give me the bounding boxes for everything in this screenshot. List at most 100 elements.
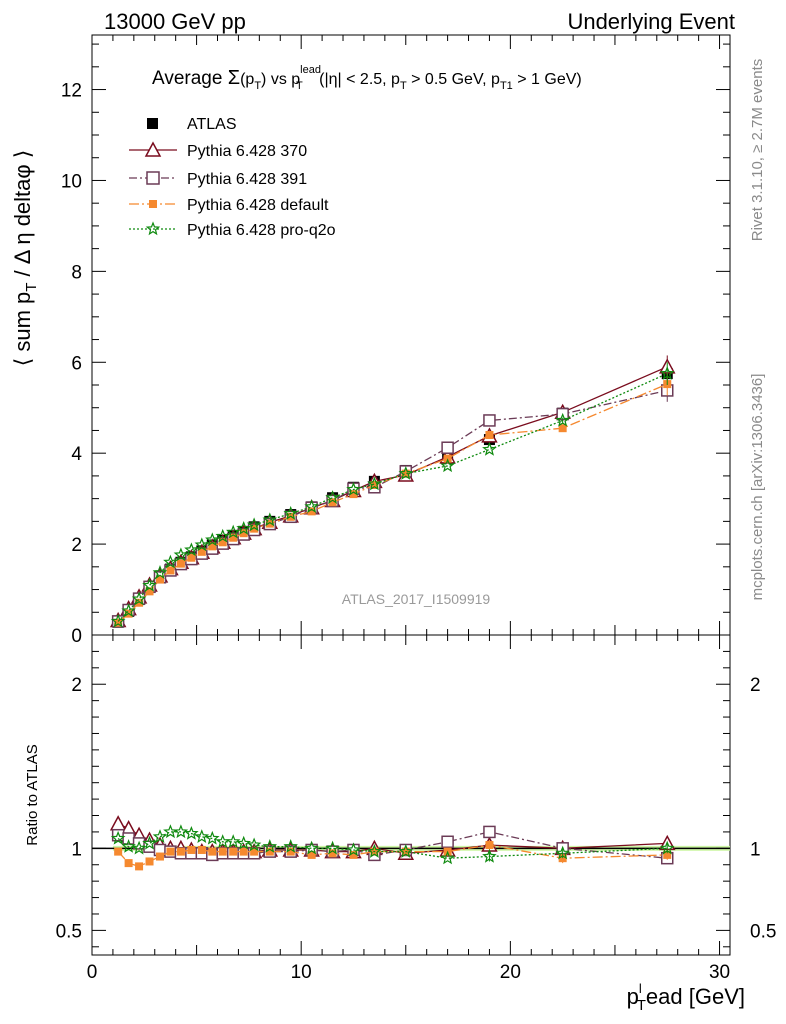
- ratio-point-pdefault: [307, 850, 316, 859]
- ratio-y-tick-label: 0.5: [56, 921, 82, 942]
- x-tick-label: 20: [500, 962, 521, 983]
- ratio-point-pdefault: [124, 859, 133, 868]
- data-point-pq2o: [142, 577, 157, 592]
- data-point-pq2o: [152, 565, 168, 579]
- x-tick-label: 10: [291, 962, 312, 983]
- data-point-pdefault: [250, 524, 259, 533]
- ratio-point-pdefault: [286, 847, 295, 856]
- data-point-pq2o: [194, 537, 210, 552]
- x-tick-label: 30: [709, 962, 730, 983]
- x-tick-labels: 0 10 20 30: [87, 962, 730, 983]
- legend-item-p391: Pythia 6.428 391: [129, 171, 307, 188]
- legend-item-pdefault: Pythia 6.428 default: [129, 197, 329, 214]
- ratio-y-tick-label-right: 1: [750, 839, 761, 860]
- legend-item-atlas: ATLAS: [147, 116, 237, 133]
- legend-label: ATLAS: [187, 116, 237, 133]
- ratio-point-pq2o: [659, 840, 675, 855]
- ratio-point-pq2o: [152, 829, 168, 844]
- chart-title: Average Σ(pT) vs plead T (|η| < 2.5, pT >…: [152, 64, 582, 92]
- ratio-point-pq2o: [110, 830, 126, 845]
- ratio-point-pq2o: [236, 835, 251, 850]
- data-point-pdefault: [208, 542, 217, 551]
- data-point-pq2o: [236, 520, 251, 535]
- legend-label: Pythia 6.428 default: [187, 197, 329, 214]
- data-point-pq2o: [440, 458, 455, 473]
- x-tick-label: 0: [87, 962, 98, 983]
- y-tick-label: 2: [71, 535, 82, 556]
- ratio-point-pdefault: [265, 847, 274, 856]
- data-point-pq2o: [482, 441, 497, 456]
- data-point-pq2o: [283, 505, 298, 520]
- data-point-pq2o: [659, 365, 675, 380]
- y-tick-label: 10: [61, 171, 82, 192]
- series-atlas: [112, 364, 673, 628]
- data-point-pq2o: [173, 547, 189, 562]
- series-pq2o: [110, 362, 675, 628]
- data-point-pdefault: [328, 498, 337, 507]
- ratio-point-pdefault: [218, 847, 227, 856]
- data-point-pq2o: [121, 603, 136, 618]
- ratio-point-pdefault: [114, 847, 123, 856]
- ratio-point-pdefault: [155, 852, 164, 861]
- ratio-point-pdefault: [229, 847, 238, 856]
- series-line-pq2o: [117, 373, 668, 622]
- ratio-point-pdefault: [145, 857, 154, 866]
- ratio-point-pq2o: [246, 837, 262, 852]
- rivet-version-label: Rivet 3.1.10, ≥ 2.7M events: [749, 59, 766, 242]
- data-point-pdefault: [349, 490, 358, 499]
- data-point-pq2o: [225, 524, 241, 539]
- data-point-pdefault: [218, 538, 227, 547]
- ratio-point-pq2o: [225, 834, 241, 848]
- ratio-point-pdefault: [485, 841, 494, 850]
- data-point-pdefault: [307, 507, 316, 516]
- data-point-pdefault: [229, 533, 238, 542]
- ratio-point-pdefault: [349, 850, 358, 859]
- legend-item-p370: Pythia 6.428 370: [129, 141, 307, 160]
- ratio-y-tick-label: 2: [71, 675, 82, 696]
- ratio-point-pq2o: [283, 839, 298, 853]
- data-point-p391: [483, 414, 496, 427]
- legend-marker-pq2o: [145, 221, 161, 236]
- ratio-point-pq2o: [325, 840, 340, 855]
- ratio-plot-frame: [91, 634, 731, 956]
- series-line-pdefault: [117, 383, 668, 624]
- x-axis-label: pl Tead [GeV]: [627, 981, 745, 1014]
- data-point-pq2o: [246, 517, 262, 532]
- mcplots-label: mcplots.cern.ch [arXiv:1306.3436]: [749, 374, 766, 601]
- ratio-point-pq2o: [555, 845, 570, 860]
- axis-ticks: [91, 35, 730, 955]
- header-left: 13000 GeV pp: [104, 9, 246, 34]
- legend-marker-atlas: [147, 118, 158, 129]
- main-y-tick-labels: 0 2 4 6 8 10 12: [61, 81, 83, 647]
- data-point-pq2o: [367, 476, 382, 491]
- ratio-point-pdefault: [166, 847, 175, 856]
- ratio-y-tick-label-right: 0.5: [750, 921, 776, 942]
- ratio-y-tick-label: 1: [71, 839, 82, 860]
- ratio-point-pdefault: [208, 847, 217, 856]
- ratio-series-pq2o: [110, 824, 675, 865]
- ratio-point-p391: [483, 825, 496, 839]
- ratio-point-pq2o: [173, 824, 189, 839]
- ratio-point-pdefault: [663, 850, 672, 859]
- y-tick-label: 4: [71, 444, 82, 465]
- data-point-pdefault: [239, 529, 248, 538]
- data-point-pq2o: [304, 499, 319, 514]
- series-line-p370: [117, 366, 668, 621]
- ratio-y-tick-label-right: 2: [750, 675, 761, 696]
- data-point-pq2o: [346, 481, 361, 496]
- ratio-point-pq2o: [184, 825, 199, 840]
- y-axis-label: ⟨ sum pT / Δ η deltaφ ⟩: [10, 150, 40, 367]
- series-pdefault: [114, 372, 672, 627]
- data-point-pdefault: [485, 431, 494, 439]
- legend-label: Pythia 6.428 370: [187, 143, 307, 160]
- ratio-point-pq2o: [367, 843, 382, 858]
- ratio-point-pq2o: [304, 840, 319, 855]
- ratio-point-pq2o: [121, 839, 136, 853]
- data-point-pq2o: [131, 591, 147, 606]
- data-point-pq2o: [184, 542, 199, 557]
- data-point-pdefault: [558, 424, 567, 433]
- ratio-point-pdefault: [250, 847, 259, 856]
- main-series-layer: [109, 355, 676, 628]
- series-p391: [111, 379, 674, 628]
- data-point-pdefault: [145, 587, 154, 596]
